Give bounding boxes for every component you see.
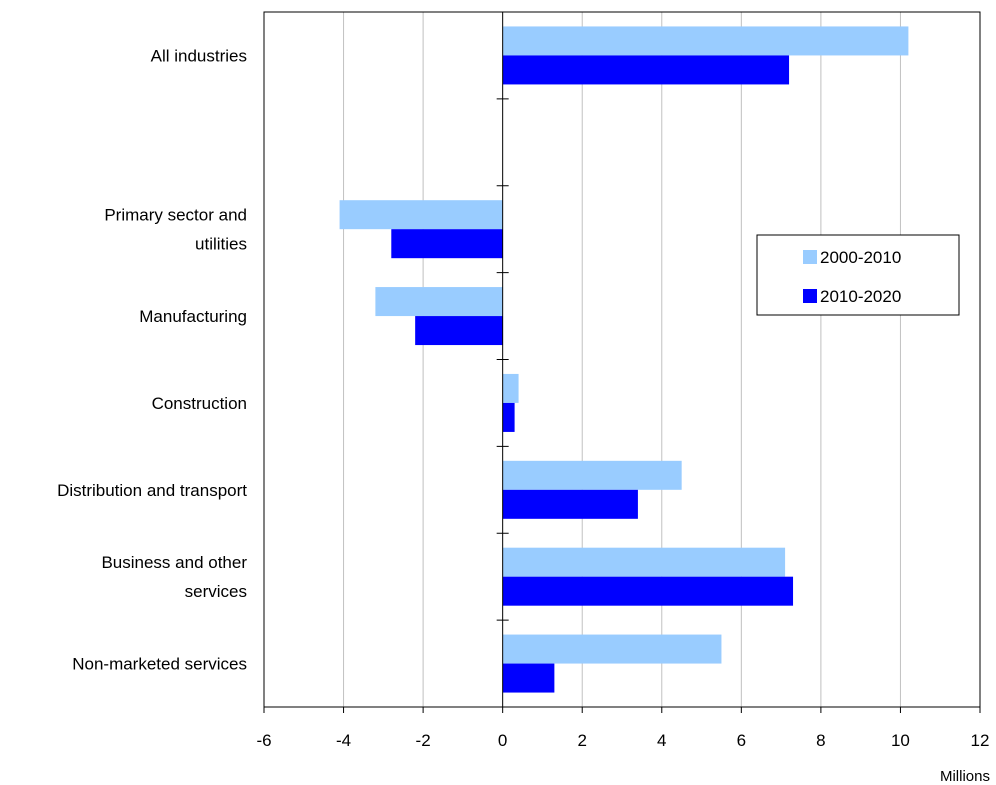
category-label: Distribution and transport <box>57 481 247 500</box>
legend-label: 2000-2010 <box>820 248 901 267</box>
x-tick-label: 12 <box>971 731 990 750</box>
x-axis-title: Millions <box>940 768 990 785</box>
bar-series-1 <box>375 287 503 317</box>
x-tick-label: -6 <box>256 731 271 750</box>
x-tick-label: -4 <box>336 731 351 750</box>
bar-series-1 <box>502 547 786 577</box>
bar-series-2 <box>502 576 794 606</box>
category-label: Manufacturing <box>139 307 247 326</box>
category-label: Construction <box>152 394 247 413</box>
bar-series-1 <box>502 373 519 403</box>
category-label: services <box>185 582 247 601</box>
bar-series-2 <box>502 489 638 519</box>
x-tick-label: -2 <box>416 731 431 750</box>
x-tick-label: 0 <box>498 731 507 750</box>
bar-series-1 <box>502 26 909 56</box>
bar-series-2 <box>415 316 503 346</box>
x-tick-labels: -6 -4 -2 0 2 4 6 8 10 12 <box>256 731 989 750</box>
bar-series-2 <box>502 55 790 85</box>
legend-box <box>756 234 960 316</box>
bar-series-2 <box>502 663 555 693</box>
x-tick-label: 8 <box>816 731 825 750</box>
x-tick-label: 10 <box>891 731 910 750</box>
axes <box>263 12 981 713</box>
x-tick-label: 6 <box>737 731 746 750</box>
category-label: All industries <box>151 46 247 65</box>
legend-label: 2010-2020 <box>820 287 901 306</box>
plot-area-border <box>263 11 981 708</box>
gridlines <box>343 12 901 707</box>
x-tick-label: 4 <box>657 731 666 750</box>
category-label: Business and other <box>101 553 247 572</box>
legend-swatch <box>803 250 817 264</box>
bar-series-2 <box>391 229 503 259</box>
x-tick-label: 2 <box>577 731 586 750</box>
category-labels: All industries Primary sector and utilitie… <box>57 46 247 673</box>
category-label: Primary sector and <box>104 206 247 225</box>
category-label: utilities <box>195 235 247 254</box>
bars <box>339 26 909 693</box>
legend-swatch <box>803 289 817 303</box>
legend: 2000-2010 2010-2020 <box>756 234 960 316</box>
bar-series-2 <box>502 402 515 432</box>
bar-series-1 <box>502 460 682 490</box>
bar-series-1 <box>339 200 503 230</box>
bar-series-1 <box>502 634 722 664</box>
category-label: Non-marketed services <box>72 655 247 674</box>
